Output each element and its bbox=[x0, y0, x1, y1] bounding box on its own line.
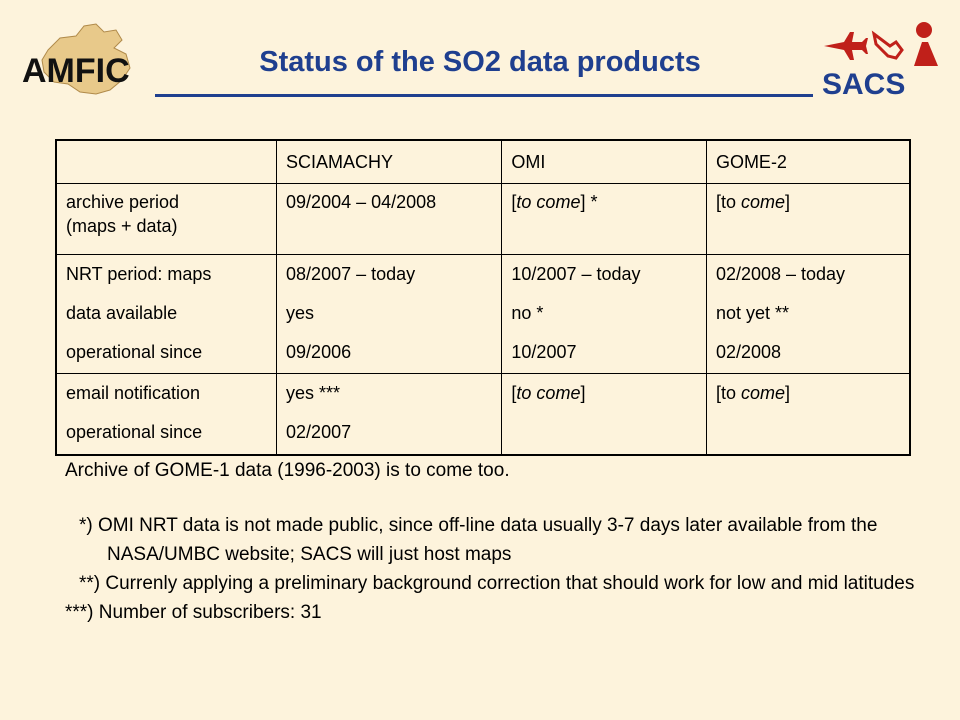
archive-label-line: archive period bbox=[66, 192, 180, 212]
email-gome2-cell: [to come] bbox=[705, 373, 911, 456]
bracket-open: [to bbox=[715, 192, 741, 212]
header-cell-empty bbox=[55, 139, 278, 184]
nrt-value: 02/2008 – today bbox=[715, 264, 846, 284]
bracket-open: [to bbox=[715, 383, 741, 403]
page-title: Status of the SO2 data products bbox=[259, 46, 701, 78]
footnote-2: **) Currenly applying a preliminary back… bbox=[79, 573, 915, 594]
sacs-logo: SACS bbox=[822, 22, 938, 101]
header-cell-sciamachy: SCIAMACHY bbox=[276, 139, 503, 184]
nrt-value: not yet ** bbox=[715, 303, 789, 323]
airplane-icon bbox=[824, 32, 868, 60]
nrt-label-line: data available bbox=[66, 303, 178, 323]
china-map-shape bbox=[41, 23, 131, 95]
archive-omi-cell: [to come] * bbox=[501, 183, 707, 255]
bracket-open: [ bbox=[511, 192, 517, 212]
amfic-logo: AMFIC bbox=[22, 23, 131, 95]
title-underline bbox=[155, 94, 813, 97]
table-row-email: email notification operational since yes… bbox=[55, 373, 911, 456]
archive-sciamachy-cell: 09/2004 – 04/2008 bbox=[276, 183, 503, 255]
to-come-italic: to come bbox=[516, 192, 581, 212]
archive-label-cell: archive period (maps + data) bbox=[55, 183, 278, 255]
nrt-value: 10/2007 – today bbox=[511, 264, 641, 284]
email-value: 02/2007 bbox=[286, 422, 352, 442]
notes-block: Archive of GOME-1 data (1996-2003) is to… bbox=[65, 456, 925, 627]
bracket-close: ] bbox=[784, 383, 790, 403]
table-row-nrt: NRT period: maps data available operatio… bbox=[55, 254, 911, 374]
archive-label-line: (maps + data) bbox=[66, 216, 178, 236]
archive-note: Archive of GOME-1 data (1996-2003) is to… bbox=[65, 460, 510, 481]
footnote-1: *) OMI NRT data is not made public, sinc… bbox=[79, 515, 878, 565]
come-italic: come bbox=[740, 192, 785, 212]
nrt-omi-cell: 10/2007 – today no * 10/2007 bbox=[501, 254, 707, 374]
email-label-cell: email notification operational since bbox=[55, 373, 278, 456]
nrt-label-line: operational since bbox=[66, 342, 203, 362]
nrt-value: 10/2007 bbox=[511, 342, 577, 362]
email-value: yes *** bbox=[286, 383, 341, 403]
email-value: [to come] bbox=[716, 374, 909, 413]
header-cell-gome2: GOME-2 bbox=[705, 139, 911, 184]
header-cell-omi: OMI bbox=[501, 139, 707, 184]
nrt-value: 02/2008 bbox=[715, 342, 782, 362]
bracket-close: ] bbox=[580, 383, 586, 403]
volcano-icon bbox=[914, 22, 938, 66]
nrt-gome2-cell: 02/2008 – today not yet ** 02/2008 bbox=[705, 254, 911, 374]
sacs-logo-text: SACS bbox=[822, 68, 905, 101]
archive-gome2-cell: [to come] bbox=[705, 183, 911, 255]
email-value: [to come] bbox=[511, 374, 706, 413]
footnote-3: ***) Number of subscribers: 31 bbox=[65, 602, 322, 623]
email-sciamachy-cell: yes *** 02/2007 bbox=[276, 373, 503, 456]
email-omi-cell: [to come] bbox=[501, 373, 707, 456]
come-italic: come bbox=[740, 383, 785, 403]
amfic-logo-text: AMFIC bbox=[22, 52, 130, 90]
nrt-sciamachy-cell: 08/2007 – today yes 09/2006 bbox=[276, 254, 503, 374]
nrt-value: no * bbox=[511, 303, 544, 323]
nrt-label-line: NRT period: maps bbox=[66, 264, 212, 284]
bracket-close: ] bbox=[784, 192, 790, 212]
email-label-line: operational since bbox=[66, 422, 203, 442]
to-come-italic: to come bbox=[516, 383, 581, 403]
nrt-value: 09/2006 bbox=[286, 342, 352, 362]
so2-status-table: SCIAMACHY OMI GOME-2 archive period (map… bbox=[55, 139, 911, 456]
table-header-row: SCIAMACHY OMI GOME-2 bbox=[55, 139, 911, 184]
table-row-archive: archive period (maps + data) 09/2004 – 0… bbox=[55, 183, 911, 255]
hand-icon bbox=[871, 30, 904, 60]
nrt-value: yes bbox=[286, 303, 315, 323]
bracket-open: [ bbox=[511, 383, 517, 403]
nrt-label-cell: NRT period: maps data available operatio… bbox=[55, 254, 278, 374]
bracket-close: ] * bbox=[580, 192, 598, 212]
email-label-line: email notification bbox=[66, 383, 201, 403]
nrt-value: 08/2007 – today bbox=[286, 264, 416, 284]
